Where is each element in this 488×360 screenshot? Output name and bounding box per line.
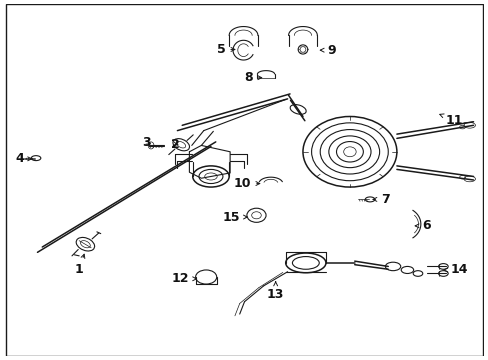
Text: 9: 9 <box>320 44 335 57</box>
Text: 14: 14 <box>443 264 467 276</box>
Text: 10: 10 <box>233 177 259 190</box>
Text: 15: 15 <box>222 211 247 224</box>
Text: 11: 11 <box>439 113 462 126</box>
Text: 2: 2 <box>170 138 179 151</box>
Text: 1: 1 <box>75 254 84 276</box>
Text: 13: 13 <box>266 282 284 301</box>
Text: 12: 12 <box>172 272 196 285</box>
Text: 3: 3 <box>142 136 150 149</box>
Text: 4: 4 <box>16 152 32 165</box>
Text: 5: 5 <box>216 43 234 56</box>
Text: 8: 8 <box>244 71 261 84</box>
Text: 7: 7 <box>372 193 389 206</box>
Text: 6: 6 <box>414 219 429 232</box>
